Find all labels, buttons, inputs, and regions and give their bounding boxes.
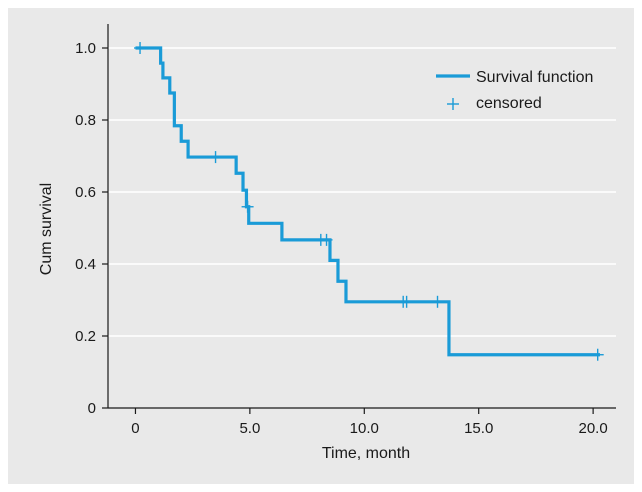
legend-censor-label: censored (476, 95, 542, 112)
censor-mark (320, 233, 333, 246)
legend-censor-swatch (447, 98, 459, 110)
legend-series-label: Survival function (476, 69, 593, 86)
y-tick-label: 0 (88, 400, 96, 417)
y-tick-label: 0.4 (75, 256, 96, 273)
y-tick-label: 1.0 (75, 40, 96, 57)
x-tick-label: 20.0 (579, 420, 608, 437)
legend: Survival function censored (436, 69, 593, 112)
grid-lines (108, 47, 616, 337)
survival-step-line (135, 46, 600, 357)
axes (107, 24, 616, 409)
x-tick-labels: 0 5.0 10.0 15.0 20.0 (131, 408, 608, 437)
censor-mark (241, 200, 254, 213)
x-tick-label: 10.0 (350, 420, 379, 437)
censor-marks (134, 42, 604, 361)
x-tick-label: 0 (131, 420, 139, 437)
y-tick-labels: 0 0.2 0.4 0.6 0.8 1.0 (75, 40, 108, 417)
y-tick-label: 0.6 (75, 184, 96, 201)
censor-mark (591, 348, 604, 361)
y-tick-label: 0.2 (75, 328, 96, 345)
censor-mark (134, 42, 147, 54)
series-group (135, 46, 600, 357)
legend-censor-cross (447, 98, 459, 110)
x-tick-label: 15.0 (464, 420, 493, 437)
censor-mark (400, 295, 413, 308)
y-axis-title: Cum survival (38, 183, 55, 275)
x-axis-title: Time, month (322, 445, 410, 462)
censor-mark (209, 151, 222, 164)
chart-panel (8, 8, 634, 484)
x-tick-label: 5.0 (239, 420, 260, 437)
censor-mark (431, 295, 444, 308)
y-tick-label: 0.8 (75, 112, 96, 129)
